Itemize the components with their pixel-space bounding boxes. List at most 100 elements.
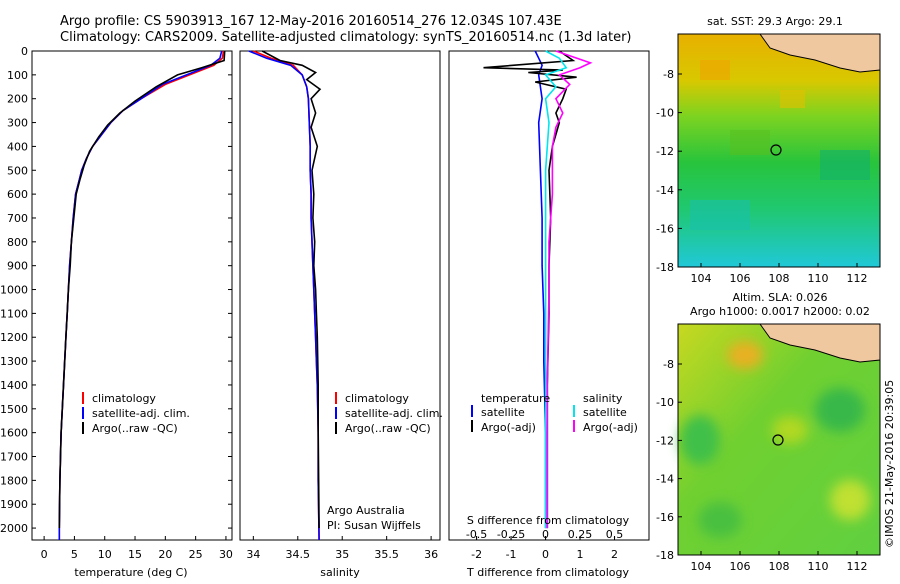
x-tick-label: 0 (542, 528, 549, 541)
temperature-panel: 0100200300400500600700800900100011001200… (0, 45, 649, 579)
sst-warm-patch (780, 90, 805, 108)
y-tick-label: 2000 (0, 522, 28, 535)
legend-label-temperature-argo: Argo(-adj) (481, 421, 536, 434)
depth-ticks: 0 100 200 300 400 500 600 700 800 900 1000 1100 1200… (0, 45, 649, 535)
series-line (546, 50, 593, 529)
temperature-series-group (58, 50, 226, 540)
salinity-legend: climatology satellite-adj. clim. Argo(..… (335, 392, 443, 435)
legend-label-salinity-satellite: satellite (583, 406, 627, 419)
sla-map-title-1: Altim. SLA: 0.026 (732, 291, 827, 304)
lat-tick-label: -16 (656, 222, 674, 235)
series-line (261, 50, 322, 529)
sst-lon-ticks: 104 106 108 110 112 (691, 263, 868, 285)
y-tick-label: 1500 (0, 403, 28, 416)
x-tick-label: 34 (246, 548, 260, 561)
temperature-xlabel: temperature (deg C) (74, 566, 187, 579)
x-tick-label: 20 (158, 548, 172, 561)
x-tick-label: 1 (577, 548, 584, 561)
temperature-x-ticks: 0 5 10 15 20 25 30 (41, 536, 233, 561)
salinity-axes-frame (239, 50, 441, 541)
annotation-pi: PI: Susan Wijffels (327, 519, 421, 532)
legend-label-argo: Argo(..raw -QC) (345, 422, 431, 435)
x-tick-label: 0 (41, 548, 48, 561)
lat-tick-label: -12 (656, 434, 674, 447)
lat-tick-label: -10 (656, 396, 674, 409)
lat-tick-label: -8 (663, 358, 674, 371)
lat-tick-label: -8 (663, 68, 674, 81)
x-tick-label: 0 (542, 548, 549, 561)
lat-tick-label: -12 (656, 145, 674, 158)
s-difference-x-ticks: -0.5 -0.25 0 0.25 0.5 (466, 528, 623, 541)
difference-panel: -2 -1 0 1 2 -0.5 -0.25 0 0.25 0.5 S difference f… (448, 50, 650, 579)
argo-location-marker (770, 144, 782, 156)
y-tick-label: 300 (7, 117, 28, 130)
y-tick-label: 400 (7, 140, 28, 153)
series-line (248, 50, 320, 541)
lat-tick-label: -18 (656, 261, 674, 274)
sst-map-title: sat. SST: 29.3 Argo: 29.1 (707, 15, 843, 28)
y-tick-label: 700 (7, 212, 28, 225)
sst-lat-ticks: -8 -10 -12 -14 -16 -18 (656, 68, 682, 274)
sla-map-panel: Altim. SLA: 0.026 Argo h1000: 0.0017 h20… (656, 291, 881, 573)
salinity-x-ticks: 34 34.5 35 35.5 36 (246, 536, 438, 561)
series-line (534, 50, 547, 529)
lon-tick-label: 110 (808, 272, 829, 285)
y-tick-label: 1700 (0, 451, 28, 464)
y-tick-label: 1300 (0, 355, 28, 368)
t-difference-xlabel: T difference from climatology (466, 566, 629, 579)
x-tick-label: 0.25 (568, 528, 593, 541)
sla-low-blob (698, 502, 742, 538)
lon-tick-label: 104 (691, 272, 712, 285)
argo-location-marker (772, 434, 784, 446)
y-tick-label: 1900 (0, 498, 28, 511)
x-tick-label: 35.5 (374, 548, 399, 561)
x-tick-label: 15 (128, 548, 142, 561)
x-tick-label: 30 (219, 548, 233, 561)
sla-high-blob (830, 480, 870, 520)
sst-warm-patch (700, 60, 730, 80)
temperature-legend: climatology satellite-adj. clim. Argo(..… (82, 392, 190, 435)
y-tick-label: 1000 (0, 284, 28, 297)
legend-label-argo: Argo(..raw -QC) (92, 422, 178, 435)
y-tick-label: 100 (7, 69, 28, 82)
y-tick-label: 900 (7, 260, 28, 273)
difference-series-group (483, 50, 593, 529)
lon-tick-label: 108 (769, 560, 790, 573)
salinity-panel: 34 34.5 35 35.5 36 salinity climatology sate… (239, 50, 443, 579)
salinity-xlabel: salinity (320, 566, 360, 579)
x-tick-label: -0.25 (497, 528, 525, 541)
legend-label-salinity-argo: Argo(-adj) (583, 421, 638, 434)
x-tick-label: 10 (98, 548, 112, 561)
y-tick-label: 600 (7, 188, 28, 201)
legend-label-climatology: climatology (92, 392, 156, 405)
y-tick-label: 800 (7, 236, 28, 249)
y-tick-label: 0 (21, 45, 28, 58)
series-line (544, 50, 568, 529)
lat-tick-label: -18 (656, 549, 674, 562)
lon-tick-label: 112 (847, 272, 868, 285)
sla-blobs (680, 341, 870, 538)
legend-label-climatology: climatology (345, 392, 409, 405)
lon-tick-label: 112 (847, 560, 868, 573)
x-tick-label: -1 (506, 548, 517, 561)
sla-lat-ticks: -8 -10 -12 -14 -16 -18 (656, 358, 682, 562)
series-line (58, 50, 226, 529)
x-tick-label: -2 (471, 548, 482, 561)
lat-tick-label: -10 (656, 107, 674, 120)
x-tick-label: 36 (424, 548, 438, 561)
x-tick-label: 35 (335, 548, 349, 561)
lat-tick-label: -16 (656, 511, 674, 524)
y-tick-label: 1100 (0, 307, 28, 320)
s-difference-label: S difference from climatology (467, 514, 630, 527)
lat-tick-label: -14 (656, 184, 674, 197)
x-tick-label: 34.5 (286, 548, 311, 561)
sla-map-title-2: Argo h1000: 0.0017 h2000: 0.02 (690, 305, 870, 318)
sst-cool-patch (820, 150, 870, 180)
y-tick-label: 1400 (0, 379, 28, 392)
lon-tick-label: 106 (730, 272, 751, 285)
legend-label-satellite: satellite-adj. clim. (345, 407, 443, 420)
sla-low-blob (815, 388, 865, 432)
sla-high-blob (727, 341, 763, 369)
lon-tick-label: 108 (769, 272, 790, 285)
